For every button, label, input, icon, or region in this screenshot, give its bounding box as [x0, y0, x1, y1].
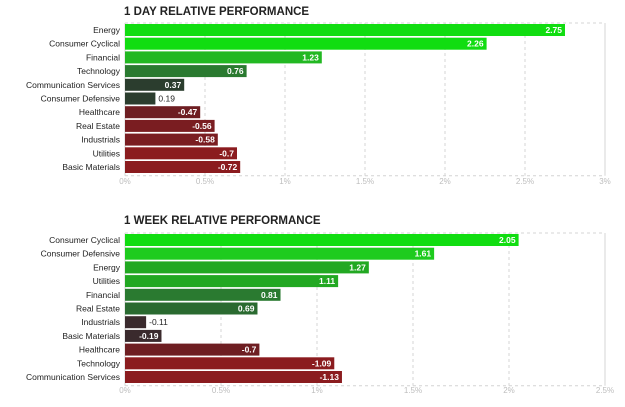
x-tick-label: 0.5%: [212, 386, 230, 395]
bar: [125, 275, 339, 288]
value-label: -0.72: [218, 162, 238, 172]
value-label: -0.7: [219, 148, 234, 158]
x-tick-label: 1.5%: [404, 386, 422, 395]
bar: [125, 316, 147, 329]
x-tick-label: 2.5%: [516, 177, 534, 186]
x-tick-label: 1.5%: [356, 177, 374, 186]
category-label: Basic Materials: [62, 331, 120, 341]
category-label: Basic Materials: [62, 162, 120, 172]
bar: [125, 161, 241, 173]
bar: [125, 247, 435, 260]
x-tick-label: 0.5%: [196, 177, 214, 186]
bar: [125, 119, 215, 132]
category-label: Real Estate: [76, 304, 120, 314]
category-label: Industrials: [81, 135, 120, 145]
x-tick-label: 1%: [311, 386, 323, 395]
chart-title-1-week: 1 WEEK RELATIVE PERFORMANCE: [124, 215, 321, 227]
bar: [125, 51, 322, 64]
x-tick-label: 0%: [119, 386, 131, 395]
value-label: 0.19: [158, 94, 175, 104]
bar: [125, 371, 342, 383]
category-label: Utilities: [93, 148, 120, 158]
value-label: 1.11: [319, 276, 335, 286]
bar: [125, 261, 369, 274]
bar: [125, 302, 258, 315]
bar: [125, 37, 487, 50]
value-label: -0.56: [192, 121, 212, 131]
category-label: Energy: [93, 25, 121, 35]
value-label: -0.19: [139, 331, 159, 341]
category-label: Communication Services: [26, 372, 120, 382]
bar: [125, 106, 201, 119]
value-label: -0.58: [195, 135, 215, 145]
x-tick-label: 2%: [503, 386, 515, 395]
category-label: Consumer Defensive: [41, 94, 121, 104]
bar: [125, 288, 281, 301]
x-tick-label: 1%: [279, 177, 291, 186]
bar: [125, 133, 218, 146]
value-label: 2.75: [545, 25, 562, 35]
bar: [125, 24, 565, 36]
value-label: 0.37: [165, 80, 182, 90]
category-label: Healthcare: [79, 107, 120, 117]
bar: [125, 78, 185, 91]
category-label: Technology: [77, 358, 121, 368]
category-label: Financial: [86, 290, 120, 300]
value-label: 0.76: [227, 66, 244, 76]
bar: [125, 92, 156, 105]
value-label: 0.69: [238, 304, 255, 314]
value-label: -1.13: [320, 372, 340, 382]
category-label: Healthcare: [79, 345, 120, 355]
value-label: -0.47: [178, 107, 198, 117]
bar: [125, 329, 162, 342]
chart-title-1-day: 1 DAY RELATIVE PERFORMANCE: [124, 6, 309, 18]
bar: [125, 343, 260, 356]
category-label: Energy: [93, 262, 121, 272]
bar: [125, 147, 237, 160]
value-label: 1.23: [302, 52, 319, 62]
x-tick-label: 0%: [119, 177, 131, 186]
category-label: Technology: [77, 66, 121, 76]
category-label: Consumer Cyclical: [49, 235, 120, 245]
value-label: 0.81: [261, 290, 278, 300]
value-label: 1.61: [415, 249, 432, 259]
value-label: -0.11: [149, 317, 168, 327]
category-label: Consumer Defensive: [41, 249, 121, 259]
bar: [125, 65, 247, 78]
category-label: Financial: [86, 52, 120, 62]
x-tick-label: 3%: [599, 177, 611, 186]
category-label: Real Estate: [76, 121, 120, 131]
value-label: -1.09: [312, 358, 332, 368]
value-label: -0.7: [242, 345, 257, 355]
category-label: Industrials: [81, 317, 120, 327]
value-label: 2.26: [467, 39, 484, 49]
category-label: Consumer Cyclical: [49, 39, 120, 49]
bar: [125, 357, 335, 370]
value-label: 1.27: [349, 262, 366, 272]
category-label: Utilities: [93, 276, 120, 286]
x-tick-label: 2%: [439, 177, 451, 186]
value-label: 2.05: [499, 235, 516, 245]
bar: [125, 234, 519, 246]
category-label: Communication Services: [26, 80, 120, 90]
x-tick-label: 2.5%: [596, 386, 614, 395]
